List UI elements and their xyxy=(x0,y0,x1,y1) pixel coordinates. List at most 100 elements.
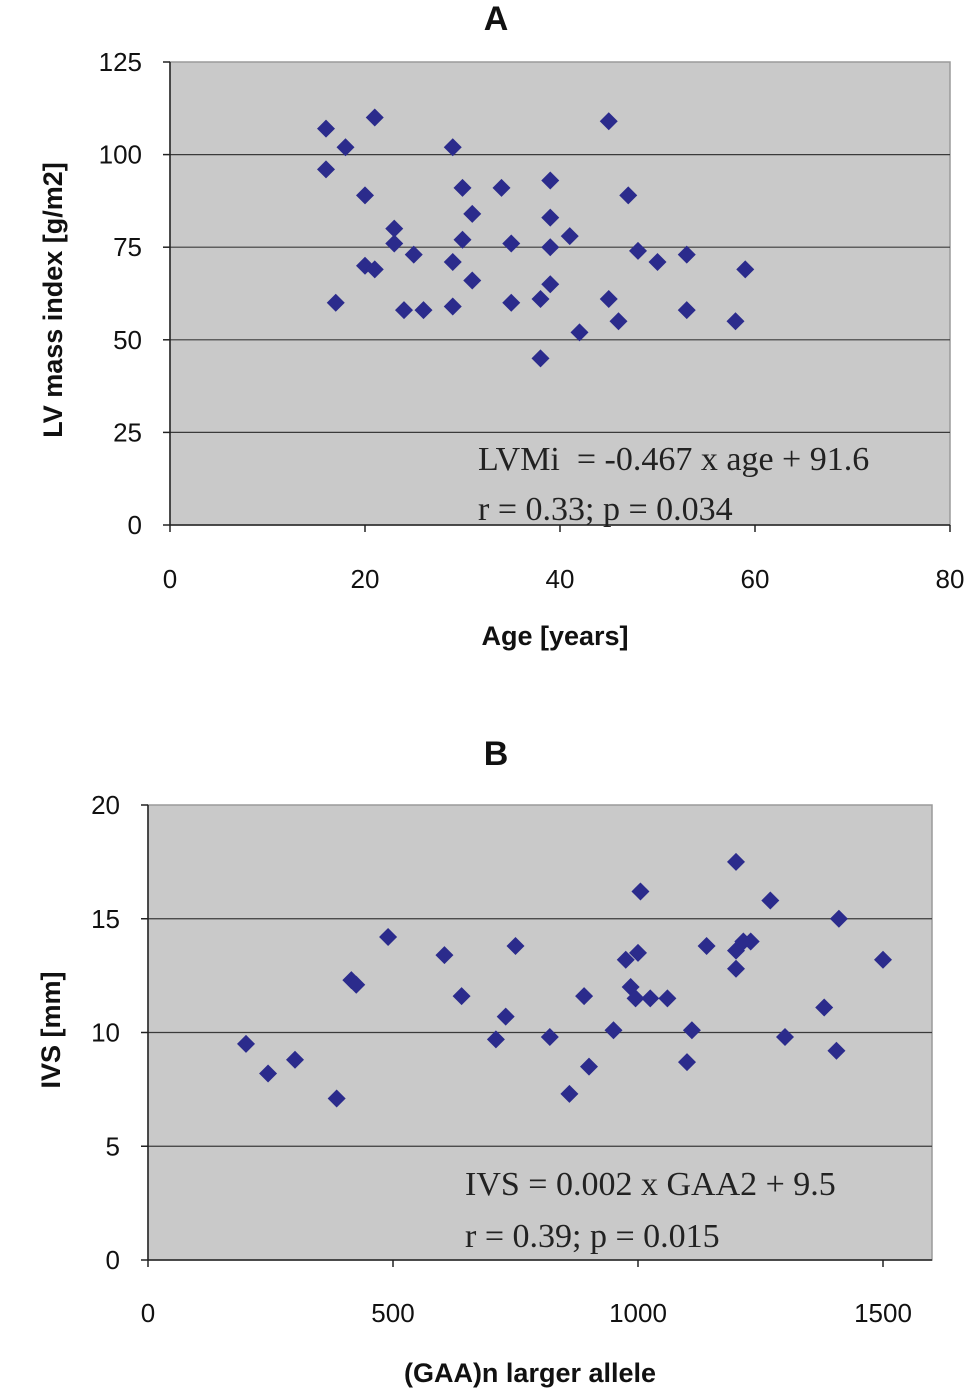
chart-a-data-point xyxy=(443,297,462,316)
chart-b-data-point xyxy=(604,1021,623,1040)
chart-b-data-point xyxy=(874,950,892,969)
chart-b-ytick-label: 20 xyxy=(91,790,120,820)
chart-a-data-point xyxy=(385,219,404,238)
chart-b-xtick-label: 1500 xyxy=(854,1298,912,1328)
chart-a-title: A xyxy=(484,0,509,38)
chart-b-ylabel: IVS [mm] xyxy=(36,971,66,1088)
chart-a-xtick-label: 40 xyxy=(546,564,575,594)
chart-b-data-point xyxy=(776,1028,794,1047)
chart-b-data-point xyxy=(727,959,745,978)
chart-a-correlation: r = 0.33; p = 0.034 xyxy=(478,491,733,528)
chart-b-data-point xyxy=(259,1064,278,1083)
chart-a-ytick-label: 25 xyxy=(113,417,142,447)
chart-b-ytick-label: 5 xyxy=(106,1131,120,1161)
chart-a-xtick-label: 20 xyxy=(351,564,380,594)
chart-b-data-point xyxy=(435,946,454,965)
chart-a-regression-equation: LVMi = -0.467 x age + 91.6 xyxy=(478,441,869,478)
chart-b-data-point xyxy=(815,998,834,1017)
chart-b-ytick-label: 10 xyxy=(91,1018,120,1048)
chart-b-gridlines xyxy=(148,918,932,1147)
chart-b-xtick-label: 500 xyxy=(371,1298,414,1328)
chart-b-correlation: r = 0.39; p = 0.015 xyxy=(465,1218,720,1255)
chart-b-data-point xyxy=(629,943,647,962)
chart-a-ytick-label: 0 xyxy=(128,510,142,540)
chart-a-data-point xyxy=(531,349,550,368)
chart-a-plot-area xyxy=(169,61,951,526)
chart-b-data-point xyxy=(327,1089,346,1108)
chart-a-data-point xyxy=(326,293,345,312)
chart-a-data-point xyxy=(414,301,433,320)
chart-b-data-point xyxy=(575,987,594,1006)
chart-b-data-point xyxy=(641,989,660,1008)
chart-a-xtick-label: 0 xyxy=(163,564,177,594)
chart-a-data-point xyxy=(599,112,618,131)
chart-a-data-point xyxy=(443,138,462,157)
chart-b-data-point xyxy=(379,927,398,946)
chart-a-points xyxy=(317,108,755,368)
chart-a-data-point xyxy=(404,245,423,264)
chart-a-data-point xyxy=(365,108,384,127)
chart-a-data-point xyxy=(531,290,550,309)
chart-a-xlabel: Age [years] xyxy=(481,621,628,651)
chart-a-ytick-label: 50 xyxy=(113,325,142,355)
chart-a-data-point xyxy=(726,312,745,331)
chart-a-data-point xyxy=(629,241,647,260)
chart-a-data-point xyxy=(541,208,560,227)
chart-a-data-point xyxy=(395,301,413,320)
chart-a-data-point xyxy=(570,323,589,342)
chart-b-tick-labels: 0 5 10 15 20 0 500 1000 1500 xyxy=(91,790,912,1328)
chart-b-data-point xyxy=(727,852,745,871)
chart-b-xtick-label: 0 xyxy=(141,1298,155,1328)
chart-b-data-point xyxy=(580,1057,598,1076)
chart-b-data-point xyxy=(347,975,366,994)
chart-b-data-point xyxy=(626,989,645,1008)
chart-a-data-point xyxy=(736,260,755,279)
chart-a-data-point xyxy=(453,230,472,249)
chart-a-data-point xyxy=(560,227,579,246)
chart-b-points xyxy=(237,852,892,1108)
chart-a-tick-labels: 0 25 50 75 100 125 0 20 40 60 80 xyxy=(99,47,965,594)
chart-a-ytick-label: 125 xyxy=(99,47,142,77)
chart-b-ytick-label: 15 xyxy=(91,904,120,934)
chart-b-data-point xyxy=(616,950,635,969)
chart-a-data-point xyxy=(336,138,355,157)
chart-b-data-point xyxy=(761,891,780,910)
chart-a-ylabel: LV mass index [g/m2] xyxy=(38,162,68,438)
chart-b-title: B xyxy=(484,735,509,773)
chart-a-axes xyxy=(163,61,951,532)
chart-b-xlabel: (GAA)n larger allele xyxy=(404,1358,656,1388)
chart-b-data-point xyxy=(496,1007,515,1026)
chart-a-data-point xyxy=(648,253,667,272)
chart-a-gridlines xyxy=(170,154,950,433)
chart-a: A 0 25 50 75 100 125 0 20 40 60 80 LVMi = -0.467 x… xyxy=(38,0,964,651)
chart-b-data-point xyxy=(678,1053,696,1072)
chart-a-data-point xyxy=(599,290,618,309)
chart-a-ytick-label: 100 xyxy=(99,140,142,170)
chart-b-data-point xyxy=(631,882,650,901)
chart-a-data-point xyxy=(317,119,335,138)
chart-b-data-point xyxy=(827,1041,846,1060)
chart-a-data-point xyxy=(541,275,560,294)
chart-a-data-point xyxy=(502,293,521,312)
chart-b-data-point xyxy=(452,987,471,1006)
chart-b-ytick-label: 0 xyxy=(106,1245,120,1275)
chart-a-data-point xyxy=(463,271,482,290)
chart-a-data-point xyxy=(385,234,404,253)
chart-b-data-point xyxy=(829,909,848,928)
chart-b-data-point xyxy=(540,1028,559,1047)
chart-a-data-point xyxy=(492,178,511,197)
chart-a-data-point xyxy=(463,204,482,223)
chart-b-data-point xyxy=(697,937,716,956)
chart-a-data-point xyxy=(541,171,560,190)
chart-a-data-point xyxy=(502,234,521,253)
chart-b-axes xyxy=(141,804,932,1267)
chart-b-data-point xyxy=(486,1030,505,1049)
chart-b-data-point xyxy=(286,1050,304,1069)
chart-a-data-point xyxy=(677,301,696,320)
chart-b-data-point xyxy=(237,1034,255,1053)
chart-b-data-point xyxy=(560,1084,579,1103)
chart-b-data-point xyxy=(682,1021,701,1040)
chart-b-data-point xyxy=(741,932,760,951)
chart-a-data-point xyxy=(453,178,472,197)
